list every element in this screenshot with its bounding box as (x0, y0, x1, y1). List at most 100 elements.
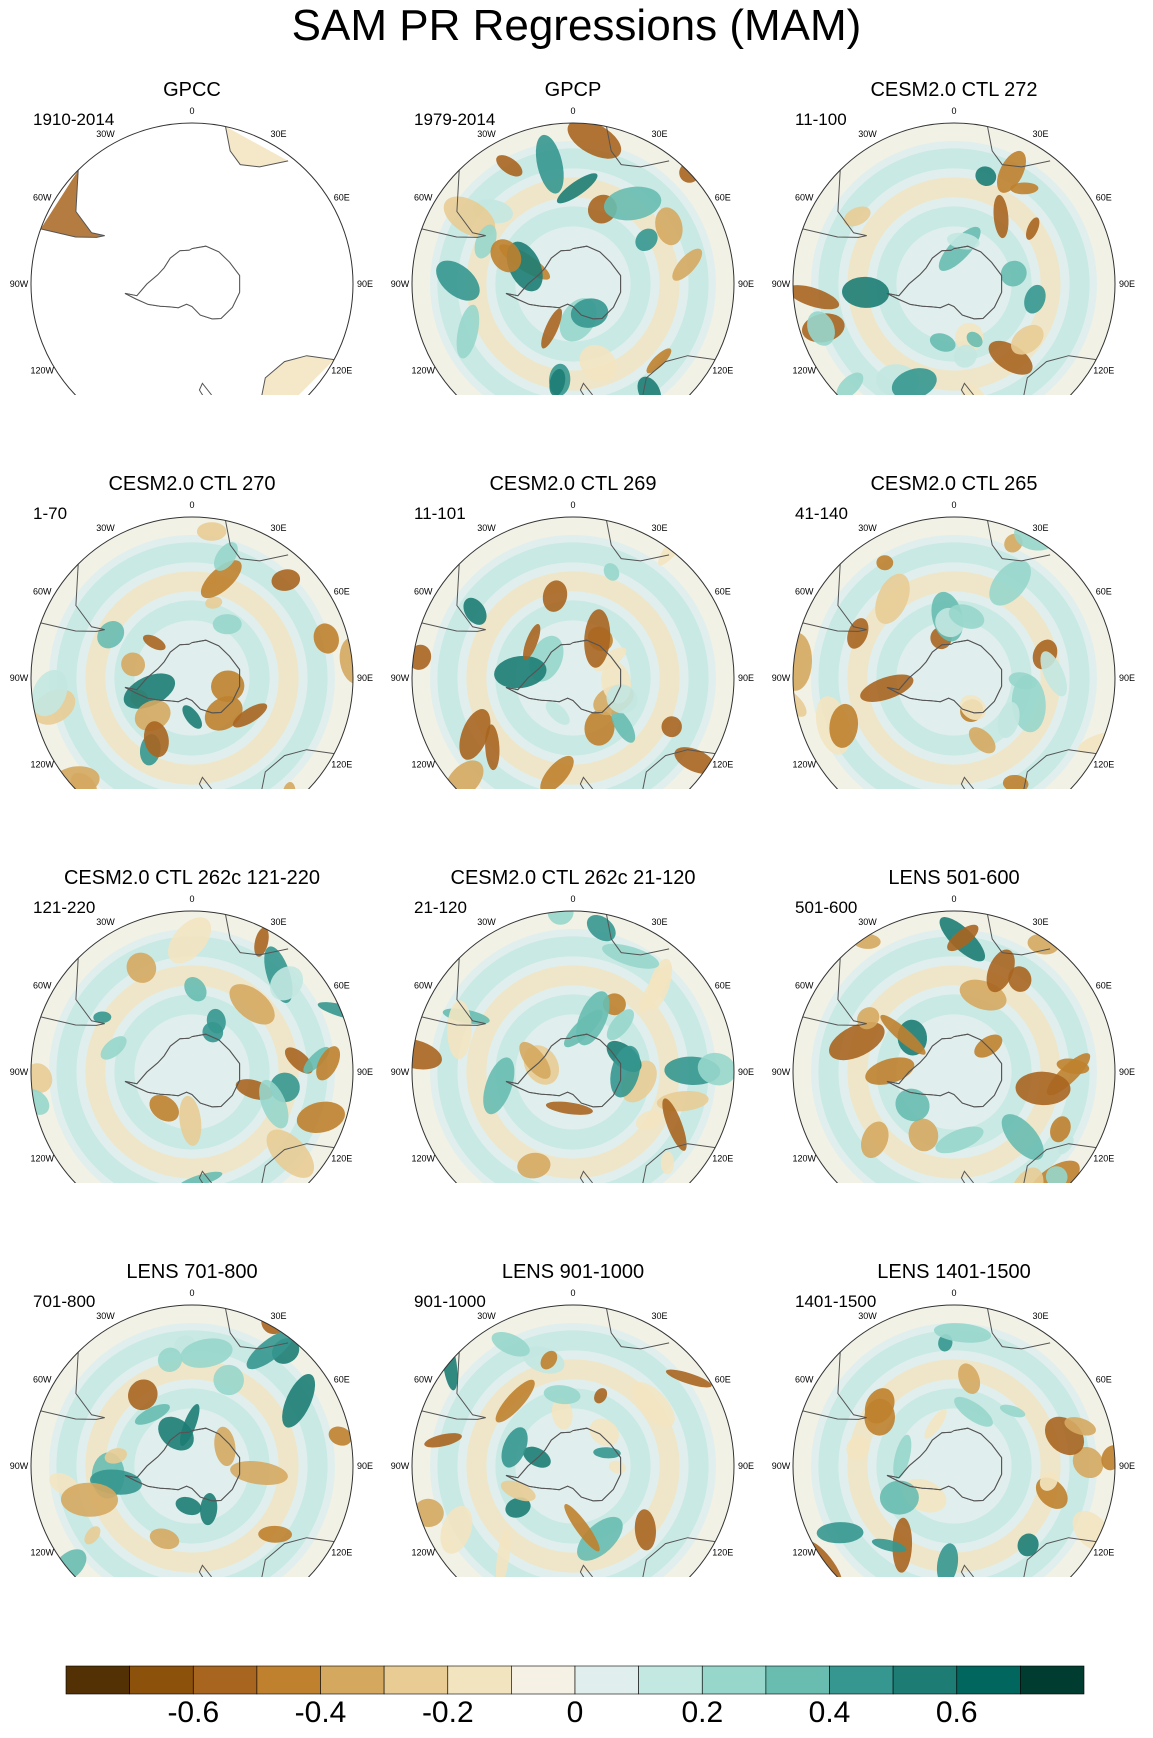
longitude-label: 60W (414, 981, 433, 991)
longitude-label: 60E (1096, 981, 1112, 991)
longitude-label: 0 (570, 894, 575, 904)
longitude-label: 30W (477, 917, 496, 927)
longitude-label: 90W (391, 279, 410, 289)
longitude-label: 30E (651, 1311, 667, 1321)
longitude-label: 90E (357, 1461, 373, 1471)
longitude-label: 0 (951, 500, 956, 510)
longitude-label: 0 (570, 106, 575, 116)
longitude-label: 120E (712, 760, 733, 770)
panel-years: 11-101 (414, 504, 466, 523)
longitude-label: 60W (33, 981, 52, 991)
panel-years: 21-120 (414, 898, 467, 917)
longitude-label: 60E (715, 193, 731, 203)
longitude-label: 120W (411, 366, 435, 376)
colorbar-swatch (447, 1665, 512, 1695)
map-panel: 030E60E90E120E150E180150W120W90W60W30WLE… (0, 1182, 384, 1577)
longitude-label: 30E (1032, 917, 1048, 927)
longitude-label: 30E (651, 523, 667, 533)
longitude-label: 30E (270, 523, 286, 533)
colorbar-swatch (383, 1665, 449, 1695)
longitude-label: 90E (357, 673, 373, 683)
longitude-label: 0 (189, 894, 194, 904)
panel-title: CESM2.0 CTL 265 (870, 473, 1038, 495)
longitude-label: 30E (1032, 523, 1048, 533)
colorbar-tick-label: 0.2 (681, 1696, 724, 1729)
longitude-label: 60E (334, 981, 350, 991)
panel-years: 11-100 (795, 110, 847, 129)
longitude-label: 30W (96, 917, 115, 927)
colorbar-swatch (65, 1665, 130, 1695)
polar-map: 030E60E90E120E150E180150W120W90W60W30W (10, 894, 373, 1183)
panel-years: 1401-1500 (795, 1292, 877, 1311)
longitude-label: 120W (792, 1548, 816, 1558)
panel-years: 1979-2014 (414, 110, 496, 129)
longitude-label: 60W (33, 193, 52, 203)
polar-map: 030E60E90E120E150E180150W120W90W60W30W (772, 500, 1135, 789)
polar-map: 030E60E90E120E150E180150W120W90W60W30W (772, 106, 1135, 395)
longitude-label: 120W (30, 760, 54, 770)
longitude-label: 90W (10, 673, 29, 683)
longitude-label: 60W (795, 1375, 814, 1385)
colorbar-tick-label: -0.2 (421, 1696, 474, 1729)
longitude-label: 90E (357, 1067, 373, 1077)
panel-title: CESM2.0 CTL 272 (870, 79, 1038, 101)
longitude-label: 30W (858, 917, 877, 927)
longitude-label: 30W (477, 129, 496, 139)
polar-map: 030E60E90E120E150E180150W120W90W60W30W (391, 500, 754, 789)
colorbar-swatch (701, 1665, 767, 1695)
longitude-label: 90E (1119, 1067, 1135, 1077)
polar-map: 030E60E90E120E150E180150W120W90W60W30W (10, 1288, 373, 1577)
longitude-label: 30W (96, 129, 115, 139)
longitude-label: 30W (858, 1311, 877, 1321)
longitude-label: 120W (30, 1154, 54, 1164)
colorbar-tick-label: -0.6 (167, 1696, 220, 1729)
panel-years: 41-140 (795, 504, 848, 523)
longitude-label: 60E (334, 587, 350, 597)
panel-title: CESM2.0 CTL 262c 21-120 (450, 867, 696, 889)
polar-map: 030E60E90E120E150E180150W120W90W60W30W (772, 894, 1135, 1183)
longitude-label: 30W (477, 523, 496, 533)
map-panel: 030E60E90E120E150E180150W120W90W60W30WLE… (762, 1182, 1146, 1577)
longitude-label: 0 (951, 106, 956, 116)
longitude-label: 60W (795, 193, 814, 203)
longitude-label: 120E (712, 1548, 733, 1558)
panel-years: 121-220 (33, 898, 96, 917)
longitude-label: 0 (189, 500, 194, 510)
panel-title: LENS 1401-1500 (877, 1261, 1031, 1283)
longitude-label: 30E (1032, 129, 1048, 139)
longitude-label: 90E (1119, 279, 1135, 289)
longitude-label: 30W (96, 523, 115, 533)
longitude-label: 120W (792, 1154, 816, 1164)
colorbar-tick-label: 0.4 (808, 1696, 851, 1729)
map-panel: 030E60E90E120E150E180150W120W90W60W30WCE… (762, 0, 1146, 395)
longitude-label: 60W (33, 587, 52, 597)
polar-map: 030E60E90E120E150E180150W120W90W60W30W (391, 1288, 754, 1577)
panel-title: CESM2.0 CTL 270 (108, 473, 276, 495)
longitude-label: 60E (715, 587, 731, 597)
longitude-label: 30W (858, 129, 877, 139)
longitude-label: 0 (189, 106, 194, 116)
longitude-label: 0 (570, 500, 575, 510)
panel-title: GPCP (544, 79, 602, 101)
longitude-label: 60E (1096, 1375, 1112, 1385)
panel-title: LENS 901-1000 (501, 1261, 645, 1283)
longitude-label: 60E (715, 1375, 731, 1385)
longitude-label: 60E (1096, 587, 1112, 597)
map-panel: 030E60E90E120E150E180150W120W90W60W30WGP… (0, 0, 384, 395)
longitude-label: 120W (411, 760, 435, 770)
colorbar-swatch (892, 1665, 957, 1695)
longitude-label: 60E (715, 981, 731, 991)
colorbar-swatch (638, 1665, 703, 1695)
colorbar-swatch (256, 1665, 321, 1695)
longitude-label: 120W (792, 366, 816, 376)
longitude-label: 90W (391, 1067, 410, 1077)
longitude-label: 90E (357, 279, 373, 289)
longitude-label: 90W (772, 1461, 791, 1471)
colorbar-tick-label: 0.6 (935, 1696, 978, 1729)
longitude-label: 90W (391, 673, 410, 683)
colorbar-swatch (1020, 1665, 1085, 1695)
longitude-label: 120E (712, 366, 733, 376)
map-panel: 030E60E90E120E150E180150W120W90W60W30WGP… (381, 0, 765, 395)
polar-map: 030E60E90E120E150E180150W120W90W60W30W (772, 1288, 1135, 1577)
panel-years: 1-70 (33, 504, 68, 523)
